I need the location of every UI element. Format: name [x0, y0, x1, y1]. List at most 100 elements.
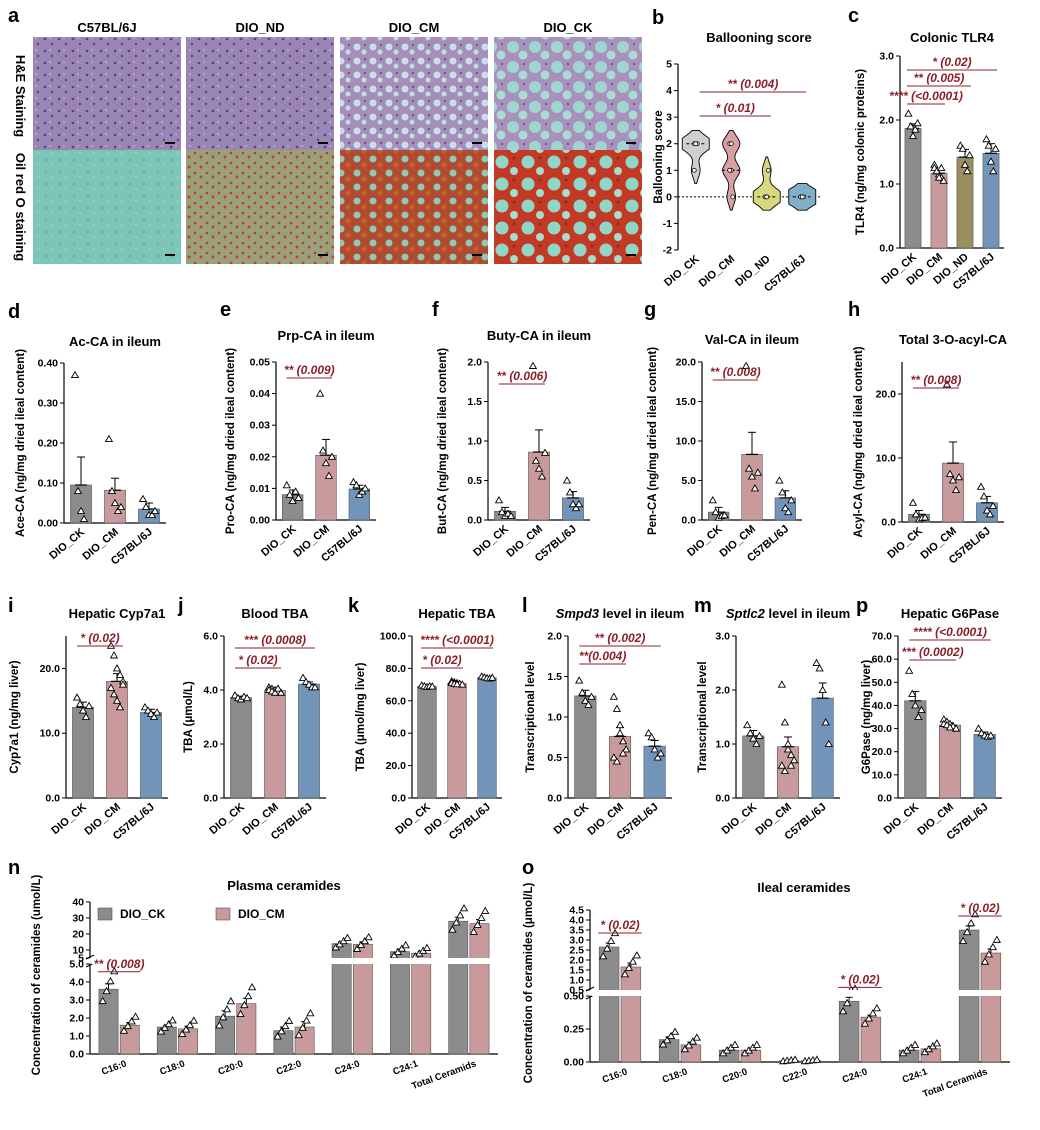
y-tick-label: 2.0: [569, 955, 584, 967]
data-point: [458, 680, 467, 688]
data-point: [318, 446, 328, 454]
data-point: [112, 696, 122, 704]
data-point: [578, 688, 587, 696]
data-point: [992, 935, 1002, 943]
data-point: [72, 693, 82, 701]
data-point: [620, 969, 630, 978]
data-point: [963, 166, 972, 175]
bar: [904, 700, 927, 799]
significance-label: **** (<0.0001): [889, 89, 963, 103]
chart-panel-k: k Hepatic TBA 0.0 20.0 40.0 60.0 80.0 100.0 TBA …: [348, 595, 502, 843]
chart-panel-g: g Val-CA in ileum 0.0 5.0 10.0 15.0 20.0 Pen-CA…: [644, 299, 802, 565]
chart-title: Ileal ceramides: [757, 880, 850, 895]
significance-label: *** (0.0002): [902, 645, 964, 659]
y-axis-label: TBA (μmol/L): [183, 681, 195, 753]
data-point: [688, 1037, 698, 1045]
data-point: [777, 680, 787, 688]
significance-label: ** (0.006): [497, 369, 548, 383]
y-axis-label: Concentration of ceramides (umol/L): [31, 875, 43, 1076]
y-tick-label: 1.5: [547, 671, 562, 683]
data-point: [455, 911, 465, 919]
data-point: [744, 464, 754, 472]
data-point: [812, 1055, 822, 1063]
y-tick-label: 0.01: [250, 483, 271, 495]
data-point: [908, 689, 917, 697]
data-point: [628, 957, 638, 965]
data-point: [488, 673, 497, 681]
data-point: [728, 141, 734, 147]
data-point: [140, 702, 150, 711]
y-tick-label: 40.0: [872, 700, 893, 712]
y-tick-label: 0.0: [69, 1049, 84, 1061]
data-point: [662, 1035, 672, 1044]
significance-label: ** (0.004): [728, 77, 779, 91]
chart-title: Ballooning score: [706, 30, 811, 45]
y-tick-label: 6.0: [203, 631, 218, 643]
axis-break-band: [592, 990, 1012, 996]
data-point: [284, 1016, 294, 1024]
data-point: [360, 936, 370, 945]
data-point: [920, 513, 930, 521]
data-point: [494, 495, 504, 504]
data-point: [985, 510, 995, 518]
data-point: [692, 1033, 702, 1041]
data-point: [986, 731, 995, 739]
y-tick-label: 10.0: [676, 436, 697, 448]
panel-a-micrographs: a C57BL/6J DIO_ND DIO_CM DIO_CK H&E Staining O…: [8, 5, 642, 264]
y-tick-label: 2.0: [715, 685, 730, 697]
data-point: [534, 464, 544, 472]
y-tick-label: 30: [72, 913, 84, 925]
bar: [574, 695, 597, 799]
data-point: [778, 488, 787, 496]
data-point: [937, 163, 946, 172]
chart-title: Ac-CA in ileum: [69, 334, 161, 349]
data-point: [653, 753, 662, 761]
data-point: [917, 705, 926, 714]
legend-swatch: [97, 907, 113, 921]
panel-letter-d: d: [8, 301, 20, 323]
y-tick-label: 0.0: [681, 515, 696, 527]
chart-panel-m: m Sptlc2 level in ileum 0.0 1.0 2.0 3.0 Transc…: [694, 595, 850, 843]
y-tick-label: 2.0: [69, 1013, 84, 1025]
data-point: [343, 933, 352, 941]
chart-panel-p: p Hepatic G6Pase 0.0 10.0 20.0 30.0 40.0 50.0 60…: [856, 595, 1002, 843]
data-point: [824, 739, 833, 747]
y-tick-label: 4: [666, 85, 672, 97]
data-point: [147, 510, 157, 518]
y-tick-label: 0.5: [547, 752, 562, 764]
data-point: [838, 1007, 848, 1015]
data-point: [78, 706, 88, 714]
data-point: [218, 1013, 228, 1021]
significance-label: * (0.02): [840, 972, 879, 986]
data-point: [102, 986, 111, 995]
y-tick-label: 0.0: [45, 793, 60, 805]
chart-title-rest: level in ileum: [765, 606, 850, 621]
y-tick-label: 1.0: [879, 179, 894, 191]
significance-label: * (0.02): [422, 653, 461, 667]
micrograph-row-label: Oil red O staining: [13, 153, 28, 261]
y-tick-label: 1.5: [467, 396, 482, 408]
bar: [980, 952, 1002, 1063]
bar: [956, 156, 974, 249]
chart-panel-b: b Ballooning score -2 -1 0 1 2 3 4 5 Ballooning sc…: [652, 7, 820, 295]
micrograph-row-label: H&E Staining: [13, 55, 28, 137]
data-point: [118, 680, 128, 688]
panel-letter-b: b: [652, 7, 664, 29]
data-point: [656, 749, 665, 757]
data-point: [787, 495, 796, 504]
data-point: [324, 471, 334, 479]
panel-letter-c: c: [848, 5, 859, 27]
data-point: [647, 732, 656, 741]
y-tick-label: -1: [663, 218, 672, 230]
data-point: [79, 514, 89, 522]
chart-title: Total 3-O-acyl-CA: [899, 332, 1008, 347]
y-tick-label: 1: [666, 165, 672, 177]
data-point: [650, 745, 659, 753]
bar: [448, 920, 469, 1055]
he-micrograph: [494, 37, 642, 155]
data-point: [298, 1023, 307, 1031]
data-point: [181, 1025, 191, 1033]
x-category-label: C24:0: [841, 1066, 869, 1085]
significance-label: ** (0.008): [710, 365, 761, 379]
data-point: [621, 745, 631, 753]
